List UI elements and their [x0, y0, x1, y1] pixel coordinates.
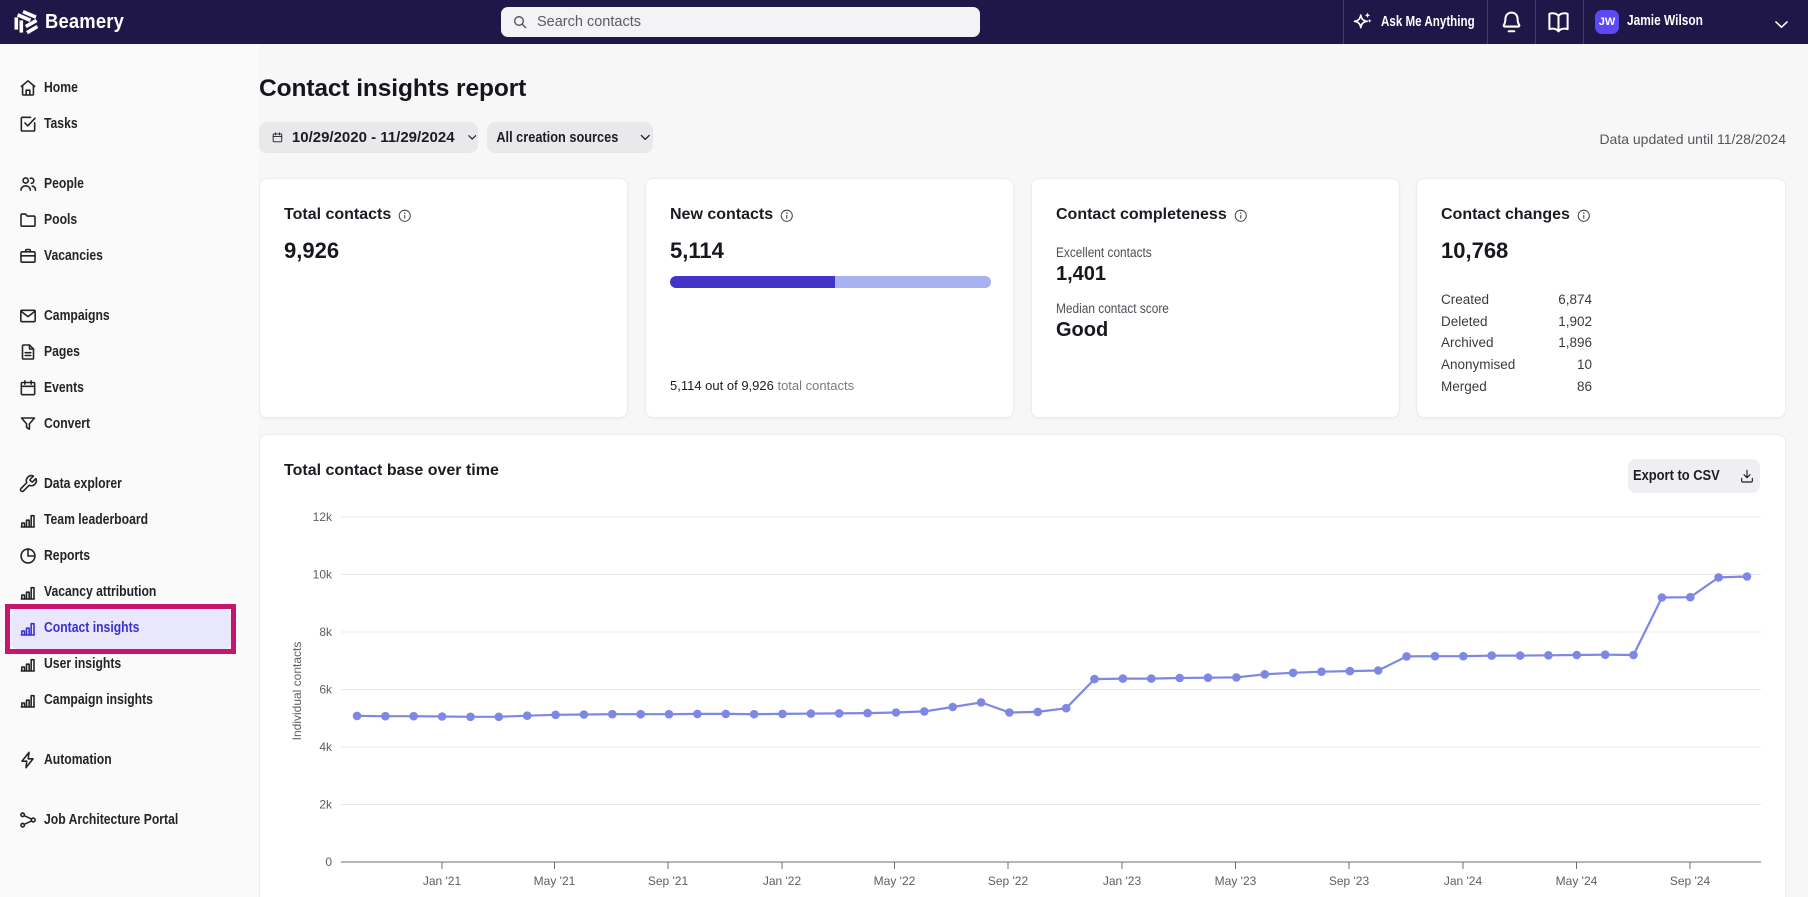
svg-text:12k: 12k	[313, 510, 333, 524]
svg-text:Sep '24: Sep '24	[1670, 874, 1711, 888]
svg-text:Individual contacts: Individual contacts	[290, 642, 304, 741]
svg-text:Sep '21: Sep '21	[648, 874, 689, 888]
svg-text:2k: 2k	[319, 798, 333, 812]
svg-text:Jan '21: Jan '21	[423, 874, 462, 888]
svg-text:Sep '22: Sep '22	[988, 874, 1029, 888]
svg-text:Sep '23: Sep '23	[1329, 874, 1370, 888]
svg-text:6k: 6k	[319, 683, 333, 697]
svg-text:Jan '22: Jan '22	[763, 874, 802, 888]
svg-text:10k: 10k	[313, 568, 333, 582]
svg-text:May '23: May '23	[1215, 874, 1257, 888]
svg-text:Jan '23: Jan '23	[1103, 874, 1142, 888]
svg-text:May '22: May '22	[874, 874, 916, 888]
svg-text:May '24: May '24	[1556, 874, 1598, 888]
svg-text:4k: 4k	[319, 740, 333, 754]
svg-text:May '21: May '21	[534, 874, 576, 888]
svg-text:0: 0	[325, 855, 332, 869]
svg-text:Jan '24: Jan '24	[1444, 874, 1483, 888]
svg-text:8k: 8k	[319, 625, 333, 639]
